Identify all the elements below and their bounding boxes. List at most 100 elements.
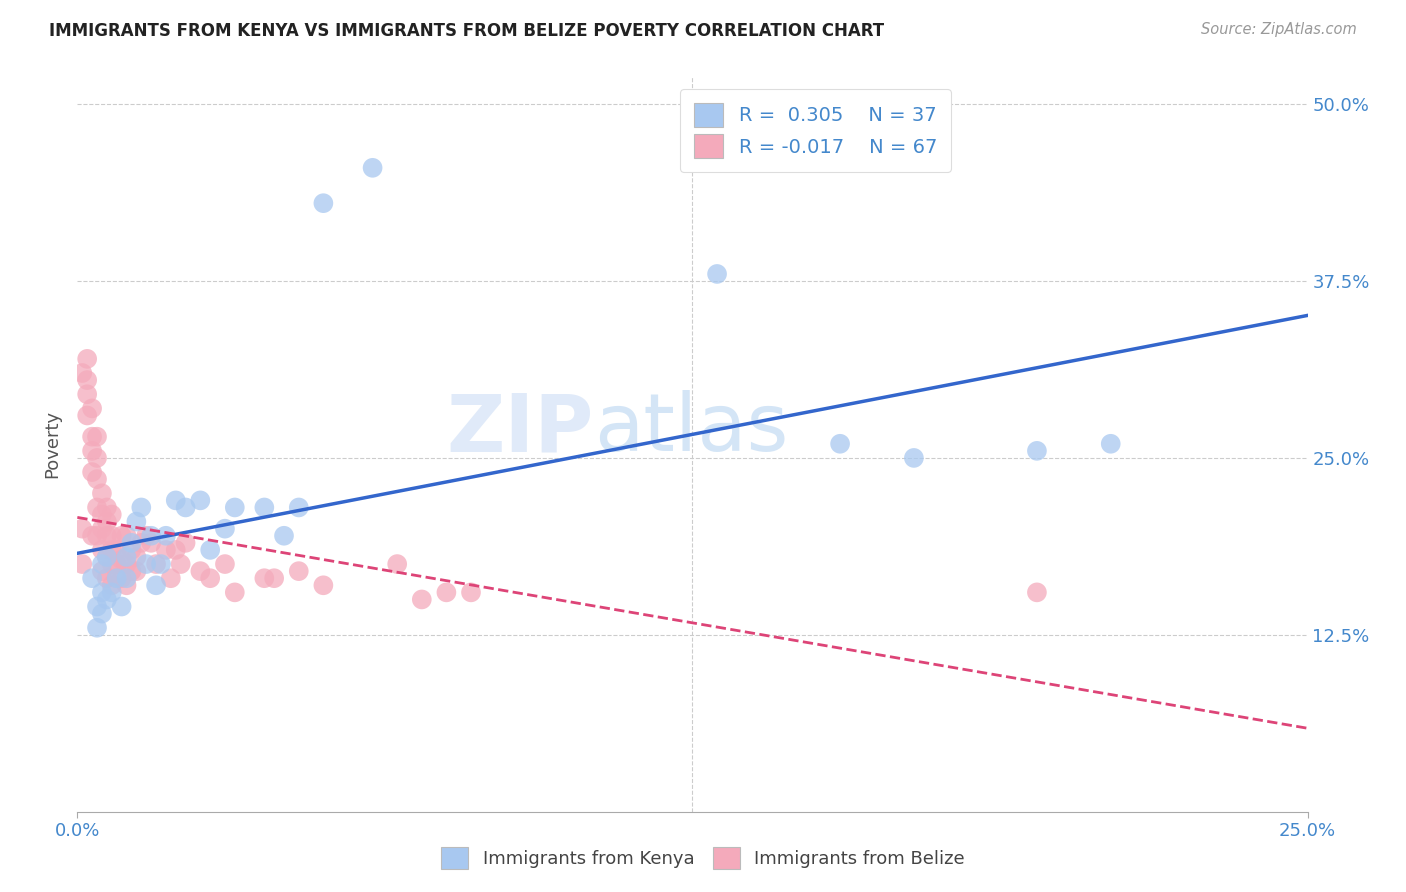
Point (105, 542, 128, 557)
Point (830, 436, 852, 450)
Point (214, 522, 236, 536)
Point (121, 536, 143, 550)
Point (76, 351, 98, 366)
Point (76, 387, 98, 401)
Point (105, 557, 128, 571)
Point (135, 557, 157, 571)
Point (903, 450, 925, 465)
Point (82, 430, 104, 444)
Point (111, 529, 132, 543)
Point (82, 529, 104, 543)
Point (214, 557, 236, 571)
Point (90, 522, 114, 536)
Point (111, 571, 132, 585)
Point (129, 536, 153, 550)
Point (86, 599, 108, 614)
Point (385, 557, 409, 571)
Point (90, 607, 114, 621)
Point (115, 578, 138, 592)
Legend: R =  0.305    N = 37, R = -0.017    N = 67: R = 0.305 N = 37, R = -0.017 N = 67 (681, 89, 950, 171)
Point (263, 571, 285, 585)
Point (141, 529, 163, 543)
Point (96, 549, 118, 564)
Point (436, 585, 458, 599)
Point (70, 557, 93, 571)
Point (82, 571, 104, 585)
Point (86, 430, 108, 444)
Point (90, 557, 114, 571)
Point (1099, 436, 1122, 450)
Point (170, 557, 193, 571)
Point (288, 500, 311, 515)
Point (121, 542, 143, 557)
Point (224, 500, 246, 515)
Point (90, 542, 114, 557)
Point (105, 571, 128, 585)
Point (224, 585, 246, 599)
Point (135, 529, 157, 543)
Point (145, 557, 167, 571)
Point (188, 493, 212, 508)
Point (1026, 585, 1049, 599)
Point (165, 542, 187, 557)
Point (76, 409, 98, 423)
Point (101, 529, 124, 543)
Point (90, 486, 114, 500)
Point (101, 578, 124, 592)
Point (288, 564, 311, 578)
Point (273, 529, 295, 543)
Text: atlas: atlas (595, 390, 789, 468)
Point (706, 267, 728, 281)
Point (90, 508, 114, 522)
Point (90, 585, 114, 599)
Point (86, 529, 108, 543)
Point (200, 542, 222, 557)
Point (101, 542, 124, 557)
Point (101, 557, 124, 571)
Point (96, 549, 118, 564)
Point (115, 557, 138, 571)
Text: Source: ZipAtlas.com: Source: ZipAtlas.com (1201, 22, 1357, 37)
Point (101, 508, 124, 522)
Point (96, 571, 118, 585)
Point (82, 443, 104, 458)
Point (86, 500, 108, 515)
Point (115, 571, 138, 585)
Point (76, 373, 98, 387)
Point (129, 500, 153, 515)
Point (125, 515, 148, 529)
Point (121, 564, 143, 578)
Point (96, 500, 118, 515)
Point (145, 578, 167, 592)
Point (82, 465, 104, 479)
Point (188, 564, 212, 578)
Point (105, 571, 128, 585)
Point (96, 592, 118, 607)
Point (155, 529, 177, 543)
Point (253, 571, 276, 585)
Point (125, 564, 148, 578)
Point (101, 585, 124, 599)
Point (1026, 443, 1049, 458)
Point (160, 571, 183, 585)
Point (96, 515, 118, 529)
Point (165, 493, 187, 508)
Point (86, 450, 108, 465)
Text: ZIP: ZIP (447, 390, 595, 468)
Point (174, 536, 197, 550)
Point (111, 599, 132, 614)
Point (411, 592, 433, 607)
Point (200, 571, 222, 585)
Legend: Immigrants from Kenya, Immigrants from Belize: Immigrants from Kenya, Immigrants from B… (432, 838, 974, 879)
Point (361, 161, 384, 175)
Point (150, 557, 173, 571)
Text: IMMIGRANTS FROM KENYA VS IMMIGRANTS FROM BELIZE POVERTY CORRELATION CHART: IMMIGRANTS FROM KENYA VS IMMIGRANTS FROM… (49, 22, 884, 40)
Point (253, 500, 276, 515)
Point (96, 529, 118, 543)
Y-axis label: Poverty: Poverty (44, 409, 62, 478)
Point (115, 549, 138, 564)
Point (155, 542, 177, 557)
Point (125, 549, 148, 564)
Point (86, 472, 108, 486)
Point (70, 522, 93, 536)
